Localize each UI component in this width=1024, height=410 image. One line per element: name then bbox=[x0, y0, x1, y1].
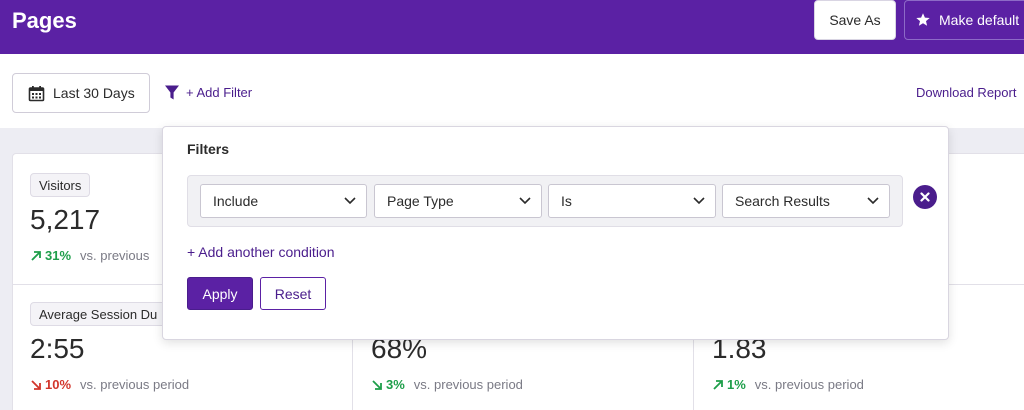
stat-comparison: vs. previous period bbox=[754, 377, 864, 392]
operator-select-value: Is bbox=[561, 193, 572, 209]
stats-divider bbox=[352, 284, 353, 410]
field-select[interactable]: Page Type bbox=[374, 184, 542, 218]
make-default-label: Make default bbox=[939, 12, 1020, 28]
stat-change-percent: 10% bbox=[45, 377, 72, 392]
arrow-down-right-icon bbox=[372, 379, 382, 390]
field-select-value: Page Type bbox=[387, 193, 454, 209]
stat-comparison: vs. previous bbox=[80, 248, 150, 263]
include-select[interactable]: Include bbox=[200, 184, 367, 218]
apply-button[interactable]: Apply bbox=[187, 277, 253, 310]
arrow-down-right-icon bbox=[31, 379, 41, 390]
stat-change-pages-per-session: 1% vs. previous period bbox=[712, 377, 864, 392]
add-filter-link[interactable]: + Add Filter bbox=[186, 85, 253, 100]
date-range-button[interactable]: Last 30 Days bbox=[12, 73, 150, 113]
arrow-up-right-icon bbox=[31, 250, 41, 261]
stats-divider bbox=[693, 284, 694, 410]
close-icon bbox=[920, 192, 930, 202]
star-icon bbox=[916, 13, 930, 26]
filters-popover: Filters Include Page Type Is Search Resu… bbox=[162, 126, 949, 340]
page-header: Pages Save As Make default bbox=[0, 0, 1024, 54]
save-as-button[interactable]: Save As bbox=[814, 0, 896, 40]
chevron-down-icon bbox=[344, 197, 356, 205]
stat-change-visitors: 31% vs. previous bbox=[30, 248, 149, 263]
stat-change-percent: 3% bbox=[386, 377, 405, 392]
date-range-label: Last 30 Days bbox=[53, 85, 135, 101]
page-title: Pages bbox=[12, 8, 77, 33]
filters-title: Filters bbox=[187, 141, 230, 157]
calendar-icon bbox=[28, 85, 45, 101]
chevron-down-icon bbox=[867, 197, 879, 205]
stat-comparison: vs. previous period bbox=[413, 377, 523, 392]
include-select-value: Include bbox=[213, 193, 259, 209]
arrow-up-right-icon bbox=[713, 379, 723, 390]
stat-label-avg-session: Average Session Du bbox=[30, 302, 170, 326]
stat-comparison: vs. previous period bbox=[80, 377, 190, 392]
remove-condition-button[interactable] bbox=[913, 185, 937, 209]
value-select[interactable]: Search Results bbox=[722, 184, 890, 218]
stat-value-avg-session: 2:55 bbox=[30, 333, 85, 364]
value-select-value: Search Results bbox=[735, 193, 830, 209]
download-report-link[interactable]: Download Report bbox=[916, 85, 1017, 100]
funnel-icon[interactable] bbox=[164, 84, 180, 101]
chevron-down-icon bbox=[519, 197, 531, 205]
make-default-button[interactable]: Make default bbox=[904, 0, 1024, 40]
stat-value-visitors: 5,217 bbox=[30, 204, 101, 235]
stat-change-percent: 31% bbox=[45, 248, 72, 263]
add-condition-link[interactable]: + Add another condition bbox=[187, 244, 335, 260]
toolbar: Last 30 Days bbox=[0, 54, 1024, 128]
operator-select[interactable]: Is bbox=[548, 184, 716, 218]
reset-button[interactable]: Reset bbox=[260, 277, 326, 310]
stat-change-avg-session: 10% vs. previous period bbox=[30, 377, 189, 392]
chevron-down-icon bbox=[693, 197, 705, 205]
filter-condition-row: Include Page Type Is Search Results bbox=[187, 175, 903, 227]
stat-change-bounce-rate: 3% vs. previous period bbox=[371, 377, 523, 392]
stat-change-percent: 1% bbox=[727, 377, 746, 392]
stat-label-visitors: Visitors bbox=[30, 173, 91, 197]
